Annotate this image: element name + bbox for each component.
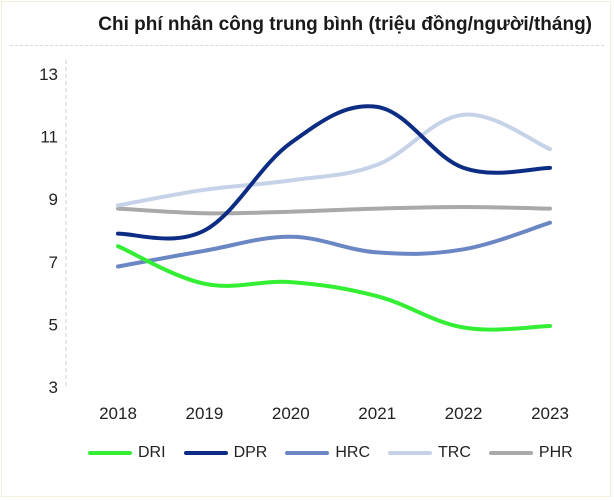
series-line-hrc: [116, 220, 552, 269]
y-tick-label: 13: [39, 65, 58, 84]
chart-legend: DRI DPR HRC TRC PHR: [88, 444, 573, 462]
x-tick-label: 2018: [99, 404, 137, 423]
x-axis-ticks: 2018 2019 2020 2021 2022 2023: [99, 404, 569, 423]
y-tick-label: 5: [49, 315, 58, 334]
legend-label: DRI: [138, 444, 166, 461]
y-tick-label: 3: [49, 378, 58, 397]
y-tick-label: 9: [49, 190, 58, 209]
y-axis-ticks: 3 5 7 9 11 13: [39, 65, 58, 397]
legend-item-dri: DRI: [88, 444, 166, 462]
y-tick-label: 7: [49, 253, 58, 272]
x-tick-label: 2019: [185, 404, 223, 423]
title-divider: [10, 45, 604, 46]
legend-label: HRC: [335, 444, 371, 461]
legend-label: DPR: [233, 444, 268, 461]
legend-item-dpr: DPR: [183, 444, 268, 462]
series-lines: [116, 104, 552, 332]
legend-label: TRC: [438, 444, 471, 461]
legend-item-hrc: HRC: [285, 444, 370, 462]
legend-swatch: [88, 451, 132, 455]
x-tick-label: 2020: [272, 404, 310, 423]
legend-swatch: [285, 451, 330, 455]
legend-item-trc: TRC: [388, 444, 471, 462]
chart-title: Chi phí nhân công trung bình (triệu đồng…: [98, 14, 592, 35]
legend-swatch: [183, 451, 228, 455]
series-line-dpr: [116, 104, 552, 241]
legend-swatch: [488, 451, 533, 455]
legend-label: PHR: [538, 444, 573, 461]
x-tick-label: 2023: [531, 404, 569, 423]
series-line-phr: [116, 205, 552, 216]
legend-swatch: [388, 451, 433, 455]
y-tick-label: 11: [40, 128, 58, 147]
series-line-trc: [116, 112, 552, 208]
x-tick-label: 2022: [445, 404, 483, 423]
series-line-dri: [116, 244, 552, 332]
x-tick-label: 2021: [358, 404, 396, 423]
legend-item-phr: PHR: [488, 444, 573, 462]
